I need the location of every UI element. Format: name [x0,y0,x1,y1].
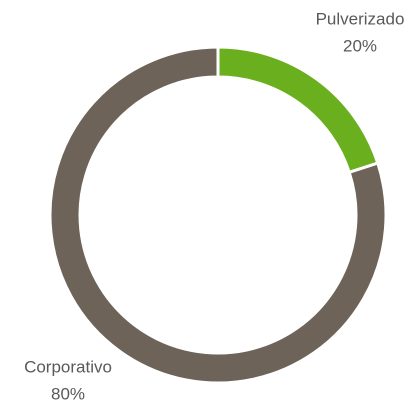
slice-label: Corporativo [24,357,112,376]
slice-value: 20% [343,36,377,55]
slice-value: 80% [51,384,85,403]
slice-label: Pulverizado [316,9,405,28]
slice [48,45,388,385]
slice [216,45,380,175]
